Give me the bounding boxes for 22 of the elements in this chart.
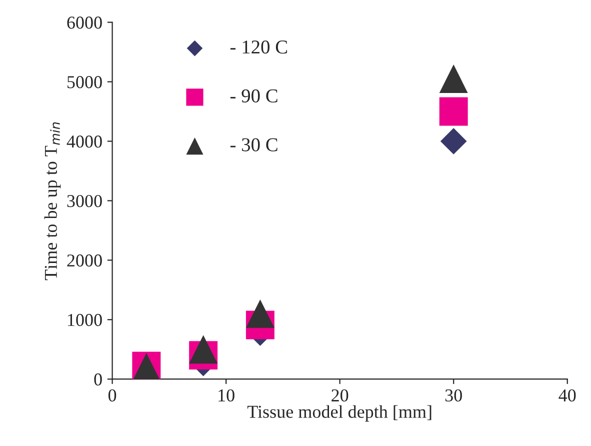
- x-tick-label: 10: [218, 389, 234, 402]
- y-tick-label: 6000: [67, 16, 102, 29]
- x-tick-label: 40: [558, 389, 576, 402]
- legend-label: - 90 C: [230, 89, 278, 102]
- y-tick-label: 1000: [68, 314, 102, 326]
- point: [439, 97, 468, 126]
- x-axis-title: Tissue model depth [mm]: [247, 405, 432, 422]
- point: [440, 128, 467, 154]
- x-tick-label: 0: [108, 389, 116, 402]
- point: [189, 335, 218, 364]
- y-axis-title: Time to be up to T$_{min}$: [44, 122, 61, 280]
- y-tick-label: 4000: [66, 135, 102, 148]
- y-tick-label: 5000: [68, 76, 102, 88]
- y-tick-label: 3000: [67, 194, 102, 208]
- y-tick-label: 2000: [67, 254, 102, 267]
- y-tick-label: 0: [94, 373, 102, 386]
- x-tick-label: 30: [445, 389, 462, 402]
- x-tick-label: 20: [332, 389, 348, 402]
- legend-label: - 120 C: [230, 40, 288, 54]
- point: [246, 299, 274, 328]
- legend-label: - 30 C: [230, 138, 278, 152]
- point: [439, 64, 468, 94]
